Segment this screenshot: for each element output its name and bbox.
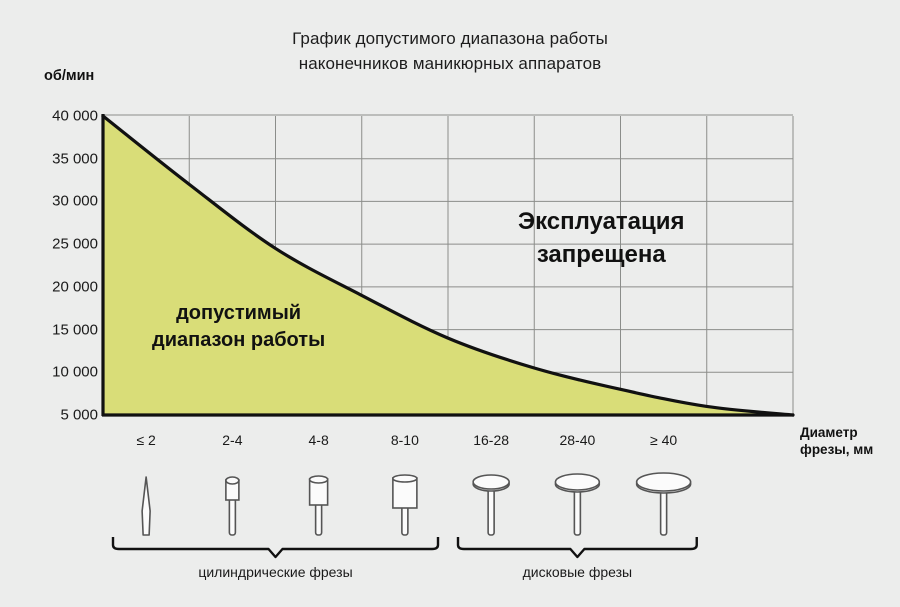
y-axis-tick-label: 10 000	[52, 363, 98, 381]
annotation-allowed-range: допустимый диапазон работы	[152, 300, 325, 354]
annotation-allowed-line2: диапазон работы	[152, 329, 326, 351]
bit-cylinder-large-icon	[392, 474, 418, 536]
chart-title-line1: График допустимого диапазона работы	[292, 29, 608, 48]
group-label: дисковые фрезы	[522, 564, 633, 580]
chart-title-line2: наконечников маникюрных аппаратов	[298, 54, 602, 73]
y-axis-tick-label: 5 000	[60, 406, 98, 424]
limit-curve	[101, 114, 795, 417]
bit-disc-small-icon	[472, 474, 510, 536]
group-brackets	[111, 537, 698, 559]
bit-stem	[228, 497, 237, 536]
bit-icons	[141, 472, 692, 536]
x-axis-title: Диаметр фрезы, мм	[800, 425, 873, 458]
y-axis-tick-label: 40 000	[52, 107, 98, 125]
annotation-forbidden-zone: Эксплуатация запрещена	[518, 205, 685, 271]
x-axis-tick-label: 8-10	[390, 432, 419, 448]
bit-cylinder-medium-icon	[308, 475, 329, 536]
group-bracket	[456, 537, 698, 559]
group-label: цилиндрические фрезы	[198, 564, 353, 580]
x-axis-title-line2: фрезы, мм	[800, 441, 874, 457]
y-axis-tick-label: 30 000	[52, 192, 98, 210]
y-axis-tick-label: 25 000	[52, 235, 98, 253]
x-axis-title-line1: Диаметр	[800, 425, 858, 440]
allowed-area-fill	[103, 116, 793, 415]
group-bracket	[111, 537, 440, 559]
x-axis-tick-label: 2-4	[222, 432, 243, 448]
x-axis-tick-label: 4-8	[308, 432, 329, 448]
bit-head-top	[392, 474, 418, 483]
annotation-forbidden-line1: Эксплуатация	[518, 208, 685, 235]
x-axis-tick-label: ≤ 2	[136, 432, 156, 448]
y-axis-ticks: 40 000 35 000 30 000 25 000 20 000 15 000 10 0…	[0, 0, 98, 607]
y-axis-tick-label: 35 000	[52, 150, 98, 168]
annotation-allowed-line1: допустимый	[176, 302, 302, 324]
bit-head-top	[308, 475, 329, 484]
plot-frame	[101, 114, 794, 417]
bit-cylinder-small-icon	[225, 476, 240, 536]
bit-body	[141, 476, 151, 536]
limit-curve-path	[101, 114, 795, 417]
annotation-forbidden-line2: запрещена	[536, 241, 666, 268]
allowed-range-area	[103, 116, 793, 415]
bit-disc-large-icon	[635, 472, 692, 536]
bit-head-top	[225, 476, 240, 485]
bit-disc-top	[635, 472, 692, 492]
bit-disc-medium-icon	[554, 473, 601, 536]
bit-stem	[314, 502, 323, 536]
x-axis-tick-label: ≥ 40	[650, 432, 678, 448]
x-axis-tick-label: 16-28	[473, 432, 510, 448]
y-axis-unit-label: об/мин	[44, 68, 95, 84]
x-axis-tick-label: 28-40	[559, 432, 596, 448]
bit-head	[392, 477, 418, 509]
bit-stem	[401, 505, 409, 536]
chart-title: График допустимого диапазона работы нако…	[0, 26, 900, 76]
bit-disc-top	[554, 473, 601, 491]
bit-pointed-icon	[141, 476, 151, 536]
y-axis-tick-label: 15 000	[52, 321, 98, 339]
y-axis-tick-label: 20 000	[52, 278, 98, 296]
bit-disc-top	[472, 474, 510, 490]
